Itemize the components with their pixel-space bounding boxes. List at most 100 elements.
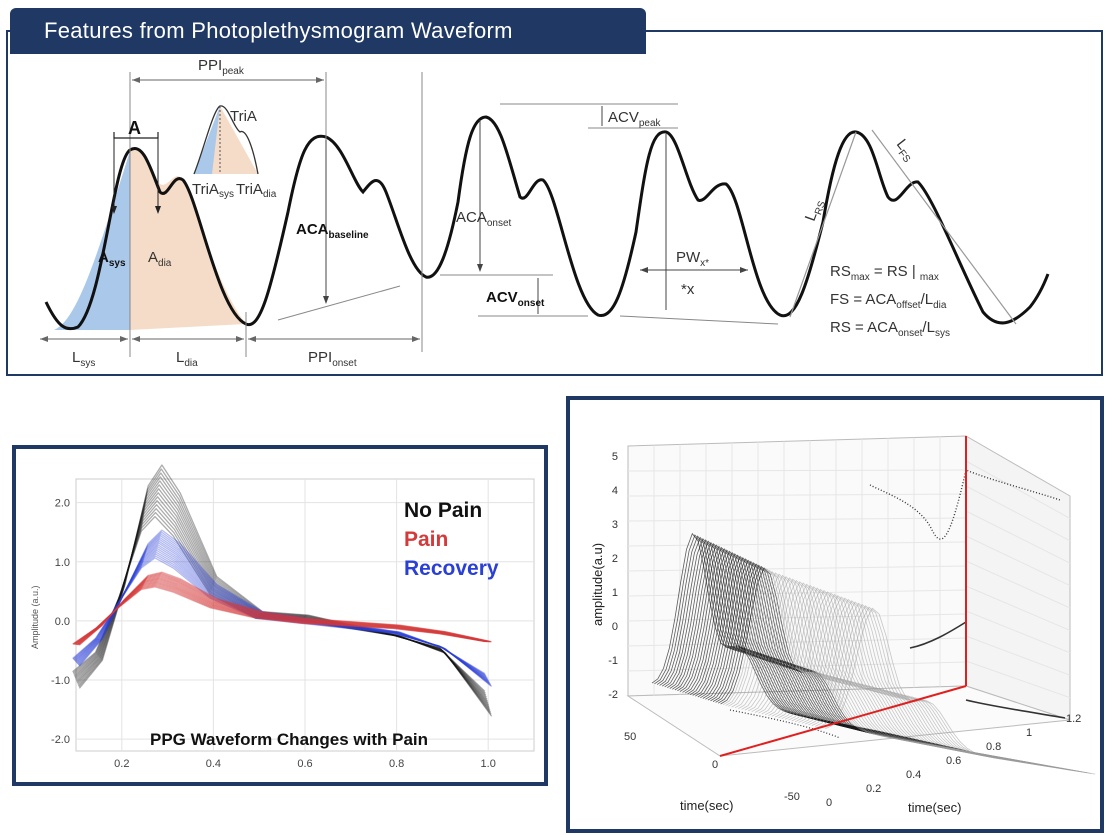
series-line-no-pain [75,488,489,706]
legend-no-pain: No Pain [404,499,482,522]
right-tick-label: 0.8 [986,741,1001,753]
curve-bundle [72,464,493,717]
y-tick-label: 1.0 [55,557,70,569]
grid-line [965,460,1071,519]
tri-a-inset [193,105,259,175]
x-axis-label-left: time(sec) [680,798,733,813]
waveform-stack [651,469,1096,775]
arrow-head [412,336,420,342]
legend-pain: Pain [404,528,448,551]
arrow-head [740,267,748,273]
l-rs-line [789,131,857,318]
series-line-pain [78,571,492,646]
x-tick-label: 0.8 [389,758,404,770]
series-line-no-pain [72,515,486,692]
surface-chart-panel: 5 4 3 2 1 0 -1 -2 50 0 -50 0 0.2 0.4 0.6 0.8 1 1.2 ampl… [566,396,1104,833]
series-line-pain [76,576,490,646]
arrow-head [40,336,48,342]
grid-line [627,613,967,622]
series-line-pain [77,574,491,646]
y-axis-label: Amplitude (a.u.) [30,585,40,649]
chart-title: PPG Waveform Changes with Pain [150,730,428,749]
z-tick-label: 0 [612,621,618,633]
series-line-recovery [73,553,487,676]
y-ticks: 2.0 1.0 0.0 -1.0 -2.0 [51,498,70,747]
z-tick-label: 5 [612,451,618,463]
series-line-recovery [75,542,489,682]
series-line-pain [75,578,489,646]
series-line-no-pain [72,511,486,694]
arrow-head [640,267,648,273]
series-line-recovery [76,538,490,683]
z-tick-label: 1 [612,587,618,599]
z-tick-label: 2 [612,553,618,565]
pain-chart-panel: 2.0 1.0 0.0 -1.0 -2.0 0.2 0.4 0.6 0.8 1.0 Amplit… [12,445,548,786]
arrow-head [477,264,483,272]
series-line-no-pain [77,472,492,713]
right-tick-label: 0.6 [946,755,961,767]
series-line-recovery [75,544,489,681]
arrow-head [111,206,117,214]
acv-onset-label: ACVonset [486,289,545,309]
series-line-recovery [73,549,487,678]
grid-line [627,565,967,572]
l-fs-line [871,129,1017,325]
series-line-pain [73,584,486,645]
a-dia-label: Adia [148,249,172,269]
l-rs-label: LRS [802,196,829,224]
series-line-recovery [77,535,491,685]
ppi-peak-label: PPIpeak [198,57,245,77]
tri-a-sys-label: TriAsys [192,181,234,200]
series-line-no-pain [76,484,490,708]
series-line-pain [76,577,490,646]
arrow-head [155,206,161,214]
series-line-no-pain [73,508,487,696]
series-line-pain [72,586,485,645]
grid-line [965,660,1071,699]
ppg-waveform [44,115,1050,331]
series-line-no-pain [77,476,491,711]
rs-max-formula: RSmax = RS | max [830,263,939,283]
series-line-no-pain [74,500,488,700]
series-line-recovery [72,555,486,675]
systolic-area [54,151,130,330]
diastolic-area [130,148,246,330]
z-ticks: 5 4 3 2 1 0 -1 -2 [608,451,618,701]
aca-baseline-label: ACAbaseline [296,221,369,241]
arrow-head [132,77,140,83]
right-tick-label: 0 [826,797,832,809]
grid-line [965,635,1071,676]
tri-a-dia-label: TriAdia [236,181,277,200]
projection-trace-top [869,469,1061,540]
z-axis-label: amplitude(a.u) [590,543,605,626]
y-tick-label: -2.0 [51,734,70,746]
baseline-line [277,285,401,321]
aca-onset-label: ACAonset [456,209,512,229]
right-tick-label: 0.2 [866,783,881,795]
series-line-pain [74,580,488,646]
arrow-head [323,296,329,304]
z-tick-label: -1 [608,655,618,667]
l-sys-label: Lsys [72,349,95,369]
waveform-trace [825,607,1096,775]
series-line-no-pain [74,496,488,702]
grid-line [965,585,1071,631]
right-tick-label: 0.4 [906,769,921,781]
right-ticks: 0 0.2 0.4 0.6 0.8 1 1.2 [826,713,1081,809]
series-line-pain [77,575,490,646]
x-ticks: 0.2 0.4 0.6 0.8 1.0 [114,758,496,770]
z-tick-label: -2 [608,689,618,701]
y-tick-label: 0.0 [55,616,70,628]
a-label: A [128,118,141,138]
rs-formula: RS = ACAonset/Lsys [830,319,950,339]
grid [76,479,534,751]
grid-line [965,610,1071,654]
series-line-pain [72,585,486,645]
series-line-pain [74,581,488,645]
grid-line [627,541,967,547]
grid-line [965,560,1071,609]
arrow-head [248,336,256,342]
series-line-pain [78,573,491,646]
series-line-no-pain [78,468,492,715]
tri-a-label: TriA [230,108,257,125]
